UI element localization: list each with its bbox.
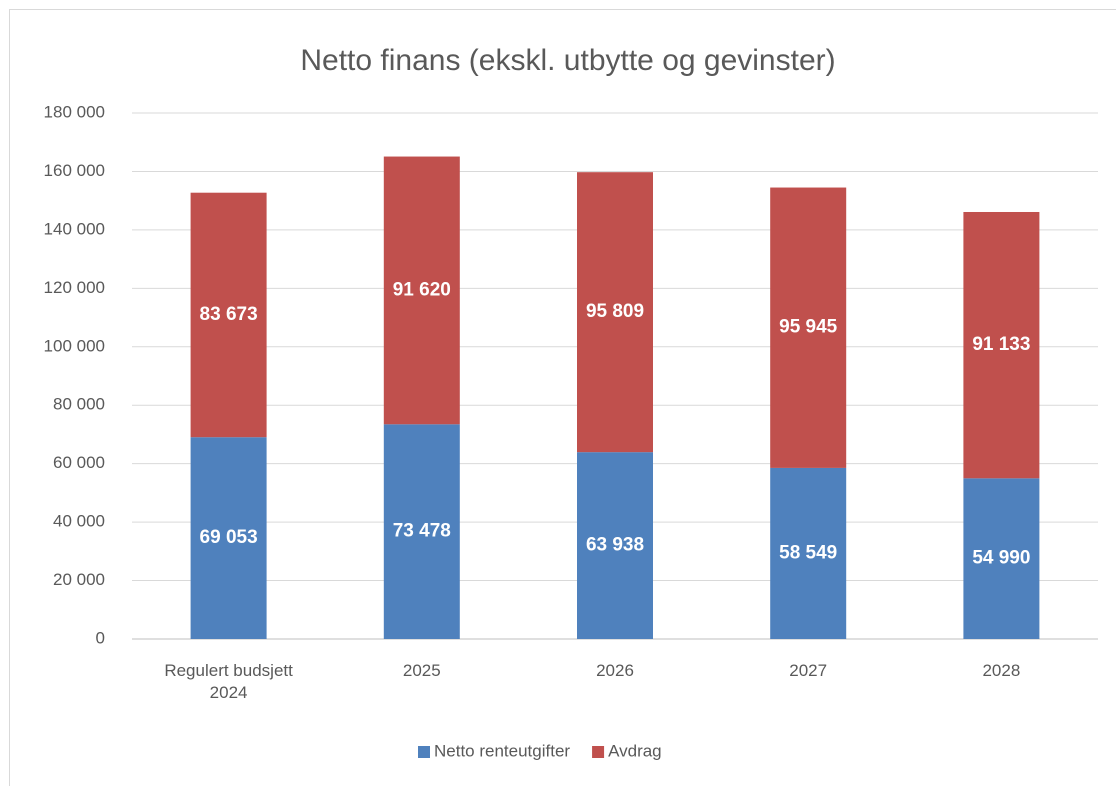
- y-tick-label: 180 000: [44, 102, 105, 121]
- data-label: 95 945: [779, 317, 838, 338]
- bar-segment: [770, 187, 847, 468]
- x-tick-label: 2027: [789, 661, 828, 680]
- legend-label: Avdrag: [608, 741, 662, 760]
- bar-segment: [383, 156, 460, 425]
- y-tick-label: 40 000: [53, 512, 105, 531]
- data-label: 63 938: [586, 535, 644, 556]
- data-label: 91 133: [972, 334, 1030, 355]
- y-tick-label: 60 000: [53, 453, 105, 472]
- bar-segment: [963, 478, 1040, 639]
- bar-segment: [963, 211, 1040, 479]
- x-tick-label: 2025: [402, 661, 441, 680]
- bar-segment: [383, 424, 460, 639]
- x-tick-label: 2028: [982, 661, 1021, 680]
- chart-title: Netto finans (ekskl. utbytte og gevinste…: [300, 44, 835, 77]
- legend-swatch: [592, 746, 605, 758]
- x-tick-label: 2026: [596, 661, 634, 680]
- data-label: 91 620: [393, 279, 451, 300]
- y-tick-label: 0: [96, 628, 105, 647]
- data-label: 73 478: [393, 521, 451, 542]
- bar-segment: [577, 452, 653, 639]
- data-label: 95 809: [586, 301, 644, 322]
- y-tick-label: 120 000: [44, 278, 105, 297]
- y-tick-label: 160 000: [44, 161, 105, 180]
- bar-segment: [577, 172, 653, 453]
- legend-label: Netto renteutgifter: [434, 741, 570, 760]
- y-tick-label: 100 000: [44, 336, 105, 355]
- bar-segment: [770, 467, 847, 639]
- x-tick-label: Regulert budsjett 2024: [164, 661, 293, 702]
- data-label: 54 990: [972, 548, 1030, 569]
- chart-border: [9, 9, 1116, 786]
- data-label: 83 673: [200, 304, 258, 325]
- data-label: 58 549: [779, 542, 837, 563]
- y-tick-label: 140 000: [44, 219, 105, 238]
- y-tick-label: 80 000: [53, 395, 105, 414]
- y-tick-label: 20 000: [53, 570, 105, 589]
- legend-swatch: [418, 746, 430, 758]
- data-label: 69 053: [200, 527, 258, 548]
- bar-segment: [190, 192, 267, 438]
- bar-segment: [190, 437, 267, 639]
